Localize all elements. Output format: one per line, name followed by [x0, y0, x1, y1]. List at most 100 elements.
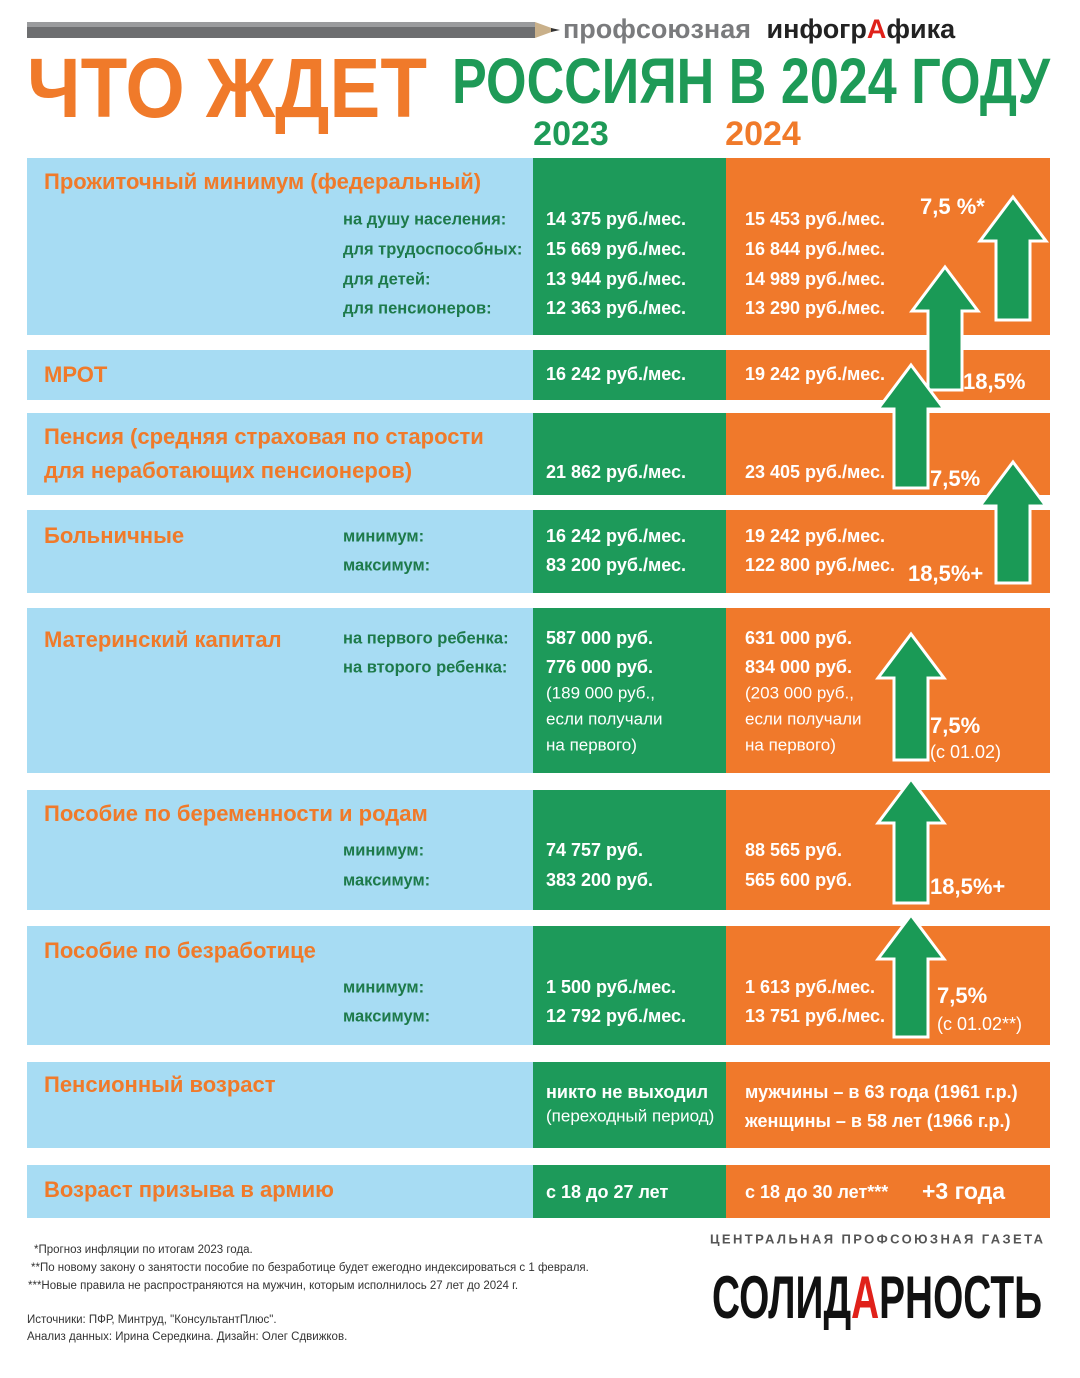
value-y2024: 13 290 руб./мес.	[745, 298, 885, 318]
change-label: 7,5 %*	[920, 194, 985, 219]
value-y2024: 16 844 руб./мес.	[745, 239, 885, 259]
row-background	[27, 926, 533, 1045]
growth-arrow	[977, 194, 1049, 322]
brand-bold: фика	[886, 14, 956, 44]
value-y2023: 15 669 руб./мес.	[546, 239, 686, 259]
row-sub-label: для пенсионеров:	[343, 299, 492, 317]
value-y2023: 21 862 руб./мес.	[546, 462, 686, 482]
column-2023	[533, 350, 726, 400]
footer: *Прогноз инфляции по итогам 2023 года. **…	[27, 1231, 1044, 1343]
column-2024	[726, 1165, 1050, 1218]
change-label: (с 01.02**)	[937, 1014, 1022, 1034]
column-2024	[726, 413, 1050, 495]
row-label: Пособие по безработице	[44, 938, 316, 963]
value-y2024: на первого)	[745, 735, 836, 754]
growth-arrow	[875, 362, 947, 490]
row-sub-label: на первого ребенка:	[343, 629, 509, 647]
brand-bold: инфогр	[767, 14, 867, 44]
value-y2024: 122 800 руб./мес.	[745, 555, 895, 575]
title-orange: ЧТО ЖДЕТ	[27, 41, 427, 135]
value-y2023: 12 363 руб./мес.	[546, 298, 686, 318]
value-y2023: 83 200 руб./мес.	[546, 555, 686, 575]
row-label: Больничные	[44, 523, 184, 548]
change-label: (с 01.02)	[930, 742, 1001, 762]
row-background	[27, 1165, 533, 1218]
growth-arrow	[909, 264, 981, 392]
value-y2024: 565 600 руб.	[745, 870, 852, 890]
row-background	[27, 158, 533, 335]
value-y2024: с 18 до 30 лет***	[745, 1182, 888, 1202]
row-background	[27, 608, 533, 773]
value-y2024: мужчины – в 63 года (1961 г.р.)	[745, 1082, 1018, 1102]
value-y2023: (переходный период)	[546, 1106, 714, 1125]
value-y2024: 15 453 руб./мес.	[745, 209, 885, 229]
publisher-tagline: ЦЕНТРАЛЬНАЯ ПРОФСОЮЗНАЯ ГАЗЕТА	[710, 1231, 1044, 1246]
value-y2023: никто не выходил	[546, 1082, 708, 1102]
column-2024	[726, 350, 1050, 400]
value-y2024: 23 405 руб./мес.	[745, 462, 885, 482]
growth-arrow	[875, 631, 947, 762]
pencil	[27, 22, 560, 38]
change-label: 18,5%+	[930, 874, 1005, 899]
row-label: МРОТ	[44, 362, 108, 387]
value-y2024: 14 989 руб./мес.	[745, 269, 885, 289]
row-label: Возраст призыва в армию	[44, 1177, 334, 1202]
value-y2023: 74 757 руб.	[546, 840, 643, 860]
row-label: Пенсия (средняя страховая по старости	[44, 424, 484, 449]
value-y2023: 16 242 руб./мес.	[546, 526, 686, 546]
changes: 7,5 %* 18,5% 7,5% 18,5%+ 7,5% (с 01.02) 18,5%+…	[908, 194, 1025, 1204]
footnote: *Прогноз инфляции по итогам 2023 года.	[34, 1244, 253, 1256]
row-sub-label: максимум:	[343, 871, 430, 889]
value-y2024: (203 000 руб.,	[745, 683, 854, 702]
source: Анализ данных: Ирина Середкина. Дизайн: …	[27, 1331, 347, 1343]
row-label: Прожиточный минимум (федеральный)	[44, 169, 481, 194]
footnote: **По новому закону о занятости пособие п…	[31, 1262, 589, 1274]
brand-light: профсоюзная	[563, 14, 751, 44]
value-y2024: 19 242 руб./мес.	[745, 526, 885, 546]
change-label: 7,5%	[937, 983, 987, 1008]
publisher-name: СОЛИДАРНОСТЬ	[712, 1264, 1042, 1331]
row-sub-label: минимум:	[343, 527, 424, 545]
value-y2023: (189 000 руб.,	[546, 683, 655, 702]
value-y2024: если получали	[745, 709, 862, 728]
value-y2023: 12 792 руб./мес.	[546, 1006, 686, 1026]
publisher-name-part: РНОСТЬ	[879, 1264, 1042, 1331]
value-y2024: 19 242 руб./мес.	[745, 364, 885, 384]
growth-arrow	[977, 459, 1049, 585]
title-green: РОССИЯН В 2024 ГОДУ	[452, 45, 1051, 117]
value-y2023: на первого)	[546, 735, 637, 754]
row-sub-label: на душу населения:	[343, 210, 506, 228]
column-2023	[533, 926, 726, 1045]
row-sub-label: максимум:	[343, 1007, 430, 1025]
value-y2023: 13 944 руб./мес.	[546, 269, 686, 289]
row-sub-label: для детей:	[343, 270, 431, 288]
change-label: 7,5%	[930, 713, 980, 738]
row-label: Пенсионный возраст	[44, 1072, 276, 1097]
row-label: Материнский капитал	[44, 627, 282, 652]
row-label: Пособие по беременности и родам	[44, 801, 428, 826]
value-y2024: 1 613 руб./мес.	[745, 977, 875, 997]
column-header: 2023	[533, 115, 609, 153]
value-y2024: 834 000 руб.	[745, 657, 852, 677]
value-y2023: 383 200 руб.	[546, 870, 653, 890]
value-y2023: 14 375 руб./мес.	[546, 209, 686, 229]
value-y2023: 1 500 руб./мес.	[546, 977, 676, 997]
growth-arrow	[875, 912, 947, 1039]
value-y2023: 776 000 руб.	[546, 657, 653, 677]
row-background	[27, 790, 533, 910]
column-2024	[726, 1062, 1050, 1148]
change-label: 18,5%	[963, 369, 1025, 394]
row-sub-label: минимум:	[343, 978, 424, 996]
publisher-name-red: А	[851, 1264, 879, 1331]
row-background	[27, 413, 533, 495]
value-y2023: с 18 до 27 лет	[546, 1182, 668, 1202]
row-label: для неработающих пенсионеров)	[44, 458, 412, 483]
value-y2024: женщины – в 58 лет (1966 г.р.)	[744, 1111, 1011, 1131]
change-label: 7,5%	[930, 466, 980, 491]
column-2023	[533, 608, 726, 773]
column-2024	[726, 608, 1050, 773]
value-y2024: 631 000 руб.	[745, 628, 852, 648]
value-y2023: если получали	[546, 709, 663, 728]
row-sub-label: максимум:	[343, 556, 430, 574]
